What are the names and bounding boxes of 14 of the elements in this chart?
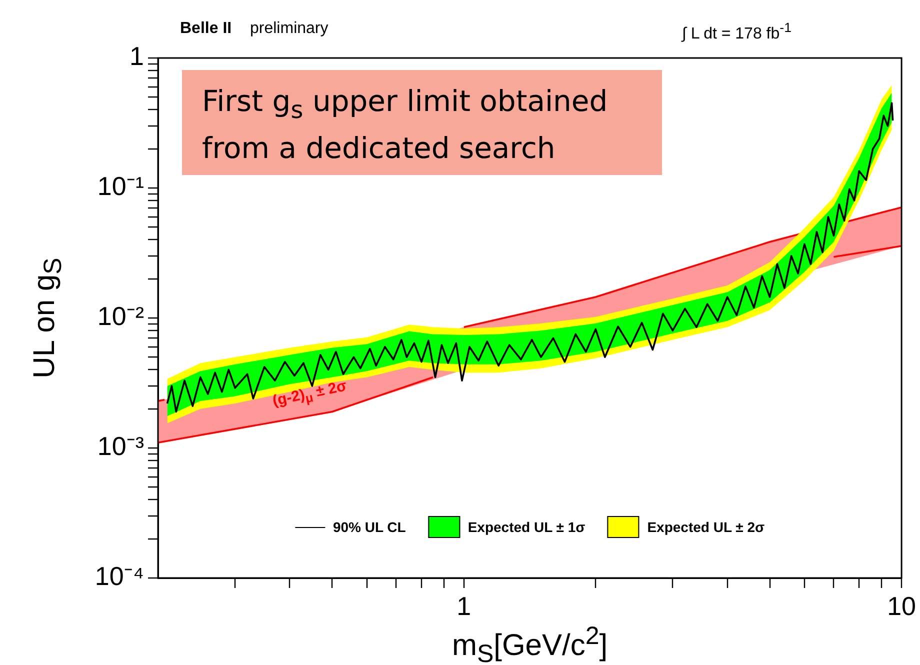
legend-label: 90% UL CL xyxy=(332,519,406,535)
y-tick-label: 10⁻³ xyxy=(97,431,144,462)
x-tick-label: 10 xyxy=(887,590,916,621)
y-tick-label: 1 xyxy=(130,41,144,72)
annotation: First g$_{s}$ upper limit obtained from a dedicated search xyxy=(182,70,662,175)
text: preliminary xyxy=(250,20,328,38)
y-tick-label: 10⁻¹ xyxy=(97,171,144,202)
legend-label: Expected UL ± 2σ xyxy=(647,519,765,535)
y-tick-label: 10⁻⁴ xyxy=(94,561,144,592)
text: Belle II xyxy=(180,20,232,38)
text: ∫ L dt = 178 fb$^{-1}$ xyxy=(682,20,792,44)
y-tick-label: 10⁻² xyxy=(97,301,144,332)
x-axis-title: m$_{S}$[GeV/c$^{2}$] xyxy=(452,622,608,665)
legend-label: Expected UL ± 1σ xyxy=(468,519,586,535)
